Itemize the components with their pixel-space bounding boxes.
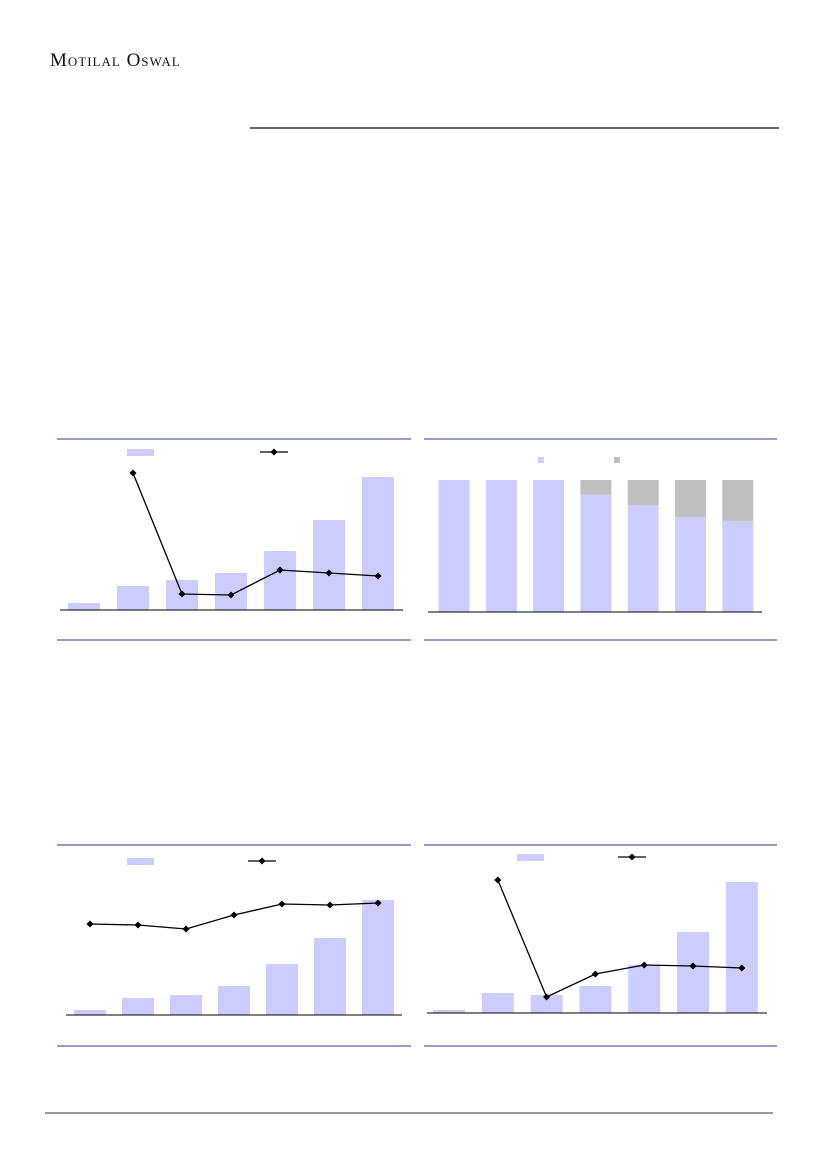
bar [725,882,758,1013]
bar [579,986,612,1013]
line-marker [134,921,142,929]
line-series [497,879,742,998]
bar-segment [675,480,706,517]
line-marker [278,900,286,908]
bar [122,998,154,1015]
line-marker [374,899,382,907]
line-marker [325,569,333,577]
legend-marker [258,857,266,865]
bar-segment [627,505,659,612]
bar-segment [675,516,706,612]
line-marker [738,964,746,972]
bar [264,551,296,610]
bar-segment [533,480,565,612]
bar [628,965,661,1013]
legend-swatch [538,457,544,463]
line-series [132,472,379,596]
bar [313,520,345,610]
line-marker [182,925,190,933]
bar-segment [580,480,612,495]
line-marker [227,591,235,599]
line-marker [276,566,284,574]
bar [218,986,250,1015]
legend-swatch [127,449,154,456]
line-marker [129,469,137,477]
legend-marker [270,448,278,456]
legend-swatch [127,858,154,865]
line-marker [178,590,186,598]
bar [170,995,202,1015]
bar-segment [722,480,754,521]
bar [362,900,394,1015]
line-marker [640,961,648,969]
bar [677,932,709,1013]
bar-segment [485,480,517,612]
line-marker [689,962,697,970]
legend-marker [628,853,636,861]
brand: Motilal Oswal [50,50,181,71]
line-marker [374,572,382,580]
bar [74,1010,106,1015]
bar [530,995,563,1013]
bar [117,586,149,610]
legend-swatch [517,854,544,861]
line-marker [326,901,334,909]
bar-segment [722,520,754,612]
line-marker [591,970,599,978]
bar [266,964,298,1015]
bar-segment [627,480,659,506]
bar [68,603,100,610]
bar [433,1010,465,1013]
bar [481,993,514,1013]
bar [362,477,394,610]
bar-segment [438,480,470,612]
line-marker [230,911,238,919]
legend-swatch [614,457,620,463]
line-marker [494,876,502,884]
bar [314,938,346,1015]
line-marker [86,920,94,928]
bar-segment [580,494,612,612]
line-marker [543,993,551,1001]
